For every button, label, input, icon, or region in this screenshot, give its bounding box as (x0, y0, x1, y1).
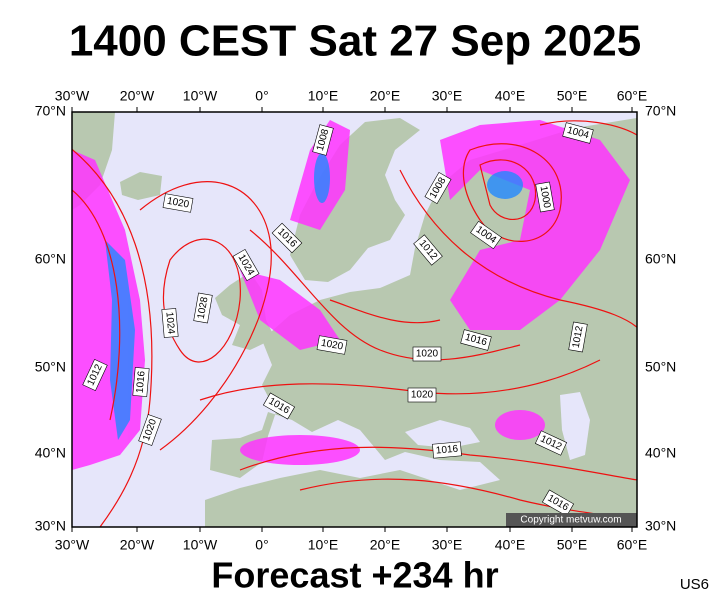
isobar-label-box (568, 321, 588, 353)
isobar-label-group: 1012 (534, 430, 568, 456)
isobar-label-box (424, 171, 452, 205)
scandinavia (290, 118, 420, 282)
lon-label-top: 20°E (370, 88, 401, 104)
lon-label-top: 50°E (557, 88, 588, 104)
isobar-label: 1020 (416, 349, 439, 360)
isobar-label-box (432, 441, 462, 459)
isobar-label-box (413, 234, 443, 266)
isobar-label-group: 1016 (432, 441, 462, 459)
lon-label-bottom: 20°W (120, 537, 155, 553)
isobar-label-box (460, 329, 492, 351)
map-title: 1400 CEST Sat 27 Sep 2025 (69, 17, 641, 66)
black-sea (405, 420, 480, 448)
lat-label-right: 40°N (645, 445, 676, 461)
copyright: Copyright metvuw.com (520, 515, 621, 526)
isobar-label: 1020 (411, 390, 434, 401)
lat-label-right: 50°N (645, 359, 676, 375)
isobar-label: 1020 (320, 338, 344, 353)
lon-label-top: 20°W (120, 88, 155, 104)
isobar-label-group: 1012 (568, 321, 588, 353)
isobar-label-box (541, 489, 575, 517)
isobar-label-box (534, 430, 568, 456)
isobar-label-group: 1028 (193, 292, 213, 324)
lat-label-right: 30°N (645, 518, 676, 534)
isobar-label: 1012 (571, 325, 586, 349)
isobar-label-group: 1024 (161, 308, 179, 338)
lon-label-bottom: 20°E (370, 537, 401, 553)
isobar-label-box (271, 222, 303, 254)
map-frame (71, 111, 638, 528)
lon-label-top: 10°E (308, 88, 339, 104)
isobar-label-box (562, 122, 594, 144)
isobar-label-box (470, 220, 502, 250)
forecast-label: Forecast +234 hr (211, 555, 498, 596)
copyright-box (506, 513, 637, 527)
isobar-label-box (82, 358, 108, 392)
isobar-label: 1016 (135, 370, 148, 394)
isobar-label-box (132, 367, 150, 397)
isobar-label: 1000 (538, 185, 553, 209)
lon-label-bottom: 10°E (308, 537, 339, 553)
lat-label-right: 60°N (645, 251, 676, 267)
isobar-label-box (138, 414, 162, 446)
isobar-label-group: 1020 (138, 414, 162, 446)
lat-label-right: 70°N (645, 103, 676, 119)
precipitation (72, 120, 630, 470)
lon-label-bottom: 0° (255, 537, 268, 553)
isobar-label-box (412, 346, 442, 362)
isobar-label-group: 1020 (162, 193, 194, 213)
lon-label-top: 30°E (432, 88, 463, 104)
lon-label-bottom: 40°E (495, 537, 526, 553)
isobar-label-group: 1016 (132, 367, 150, 397)
lon-label-bottom: 50°E (557, 537, 588, 553)
lat-label-left: 50°N (35, 359, 66, 375)
lon-label-bottom: 30°W (55, 537, 90, 553)
isobar-label-box (312, 124, 334, 156)
lat-label-left: 40°N (35, 445, 66, 461)
isobar-label-box (193, 292, 213, 324)
isobar-label-box (407, 387, 437, 403)
isobar-label-group: 1004 (562, 122, 594, 144)
caspian-sea (560, 392, 590, 460)
isobar-label-group: 1000 (535, 181, 555, 213)
isobar-label-group: 1020 (316, 335, 348, 355)
lat-label-left: 30°N (35, 518, 66, 534)
lon-label-top: 30°W (55, 88, 90, 104)
isobar-label-box (316, 335, 348, 355)
isobar-label-box (262, 392, 296, 420)
lon-label-top: 10°W (183, 88, 218, 104)
isobar-label-box (232, 248, 260, 282)
axes: 30°W 30°W 20°W 20°W 10°W 10°W 0° 0° 10°E 10°E 20°E… (35, 88, 677, 553)
lon-label-bottom: 10°W (183, 537, 218, 553)
lat-label-left: 70°N (35, 103, 66, 119)
lon-label-top: 60°E (617, 88, 648, 104)
isobar-label-group: 1020 (407, 387, 437, 403)
isobar-label-group: 1012 (82, 358, 108, 392)
isobar-label: 1020 (166, 196, 190, 211)
lon-label-top: 40°E (495, 88, 526, 104)
isobar-label-box (535, 181, 555, 213)
lon-label-top: 0° (255, 88, 268, 104)
model-code: US6 (680, 576, 709, 593)
isobar-label-group: 1008 (312, 124, 334, 156)
lon-label-bottom: 60°E (617, 537, 648, 553)
isobar-label: 1028 (196, 296, 211, 320)
isobar-label: 1024 (163, 311, 176, 335)
iceland (120, 172, 162, 200)
isobar-label-box (161, 308, 179, 338)
lon-label-bottom: 30°E (432, 537, 463, 553)
isobar-label: 1016 (435, 444, 459, 457)
isobar-label-group: 1016 (460, 329, 492, 351)
lat-label-left: 60°N (35, 251, 66, 267)
isobar-label-box (162, 193, 194, 213)
isobar-label-group: 1020 (412, 346, 442, 362)
